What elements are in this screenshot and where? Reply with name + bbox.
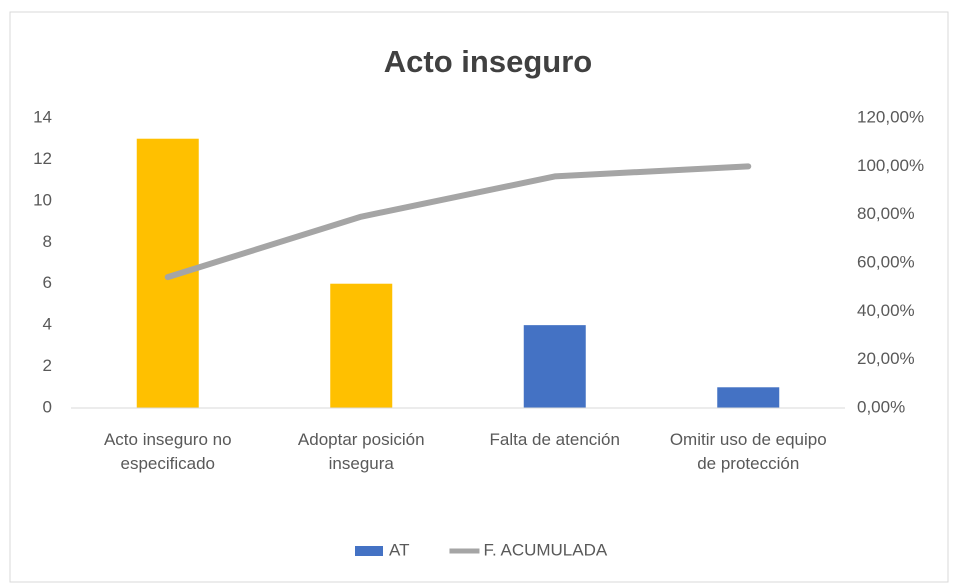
line [164, 163, 752, 281]
y-tick-label: 8 [43, 232, 52, 251]
x-tick-label: Falta de atención [489, 430, 620, 449]
y2-tick-label: 100,00% [857, 156, 924, 175]
y2-tick-label: 40,00% [857, 301, 915, 320]
y2-tick-label: 120,00% [857, 107, 924, 126]
bar [717, 387, 780, 408]
y2-tick-label: 80,00% [857, 204, 915, 223]
y-tick-label: 10 [33, 190, 52, 209]
chart-title: Acto inseguro [384, 44, 592, 79]
y-tick-label: 14 [33, 107, 52, 126]
y2-tick-label: 20,00% [857, 349, 915, 368]
bar [523, 325, 586, 408]
legend-label: AT [389, 540, 409, 559]
bar [330, 283, 393, 408]
y-tick-label: 6 [43, 273, 52, 292]
x-tick-label: Acto inseguro no especificado [103, 430, 232, 473]
y-tick-label: 2 [43, 356, 52, 375]
legend-swatch [355, 546, 383, 556]
x-tick-label: Omitir uso de equipo de protección [669, 430, 827, 473]
y2-tick-label: 60,00% [857, 252, 915, 271]
legend-label: F. ACUMULADA [483, 540, 607, 559]
y-tick-label: 0 [43, 397, 52, 416]
y-tick-label: 4 [43, 315, 52, 334]
y2-tick-label: 0,00% [857, 397, 905, 416]
y-tick-label: 12 [33, 149, 52, 168]
x-tick-label: Adoptar posición insegura [297, 430, 425, 473]
